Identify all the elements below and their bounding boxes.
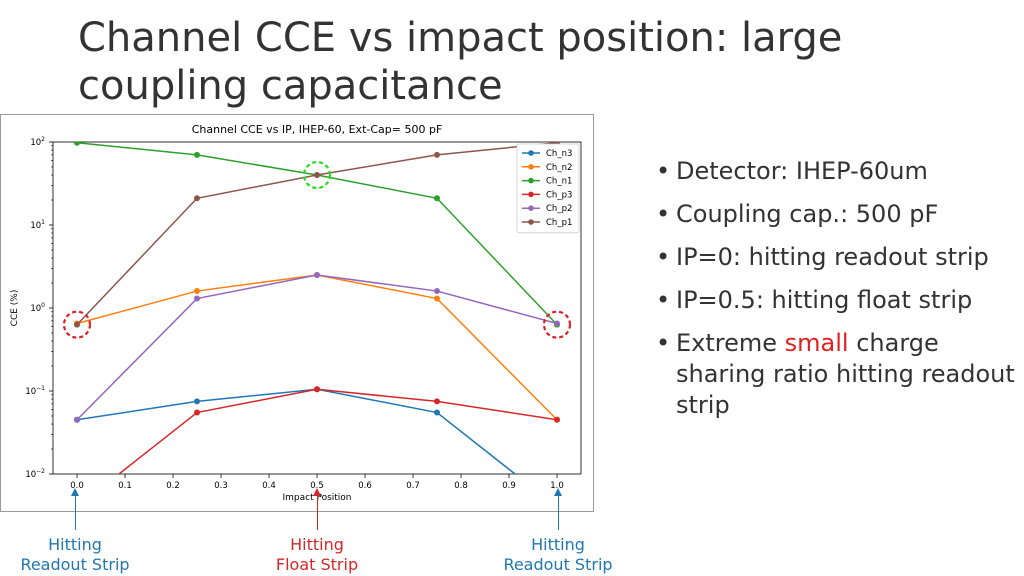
y-tick-label: 10−1	[25, 385, 45, 397]
bullet-ip0: IP=0: hitting readout strip	[656, 242, 1016, 273]
legend-label: Ch_n1	[546, 177, 572, 187]
data-point-Ch_p2	[554, 320, 560, 327]
data-point-Ch_p2	[194, 295, 200, 302]
legend-marker	[528, 191, 534, 198]
data-point-Ch_n1	[194, 151, 200, 158]
data-point-Ch_p2	[314, 271, 320, 278]
label-readout-right: Hitting Readout Strip	[503, 535, 613, 574]
arrow-middle	[317, 494, 318, 530]
slide-title-line1: Channel CCE vs impact position: large	[78, 15, 843, 61]
arrowhead-left	[71, 488, 79, 496]
data-point-Ch_p1	[434, 151, 440, 158]
highlight-circle	[302, 160, 332, 190]
y-axis-label: CCE (%)	[10, 290, 20, 327]
data-point-Ch_n1	[434, 195, 440, 202]
legend-marker	[528, 219, 534, 225]
series-group	[74, 142, 560, 510]
y-tick-label: 10−2	[25, 468, 45, 480]
data-point-Ch_p2	[74, 416, 80, 423]
series-line-Ch_p1	[76, 142, 558, 326]
legend-label: Ch_n3	[546, 149, 572, 159]
bullet-detector: Detector: IHEP-60um	[656, 156, 1016, 187]
arrow-right	[558, 494, 559, 530]
x-tick-label: 0.4	[262, 481, 276, 491]
x-tick-label: 0.2	[166, 481, 180, 491]
chart-title: Channel CCE vs IP, IHEP-60, Ext-Cap= 500…	[192, 123, 443, 136]
slide-title: Channel CCE vs impact position: large co…	[78, 14, 978, 110]
x-tick-label: 0.1	[118, 481, 132, 491]
data-point-Ch_p3	[314, 386, 320, 393]
bullet-list: Detector: IHEP-60um Coupling cap.: 500 p…	[656, 156, 1016, 433]
label-float-middle: Hitting Float Strip	[275, 535, 359, 574]
data-point-Ch_p1	[194, 195, 200, 202]
x-tick-label: 0.0	[70, 481, 84, 491]
arrow-left	[75, 494, 76, 530]
x-tick-label: 0.7	[406, 481, 420, 491]
y-tick-label: 101	[30, 219, 45, 231]
legend-label: Ch_p1	[546, 218, 572, 228]
x-tick-label: 0.5	[310, 481, 324, 491]
y-tick-label: 102	[30, 136, 45, 148]
x-tick-label: 0.8	[454, 481, 468, 491]
chart-frame: Channel CCE vs IP, IHEP-60, Ext-Cap= 500…	[0, 114, 594, 512]
arrowhead-middle	[313, 488, 321, 496]
label-readout-left: Hitting Readout Strip	[20, 535, 130, 574]
data-point-Ch_p1	[74, 321, 80, 328]
data-point-Ch_n3	[434, 409, 440, 416]
data-point-Ch_p2	[434, 288, 440, 295]
data-point-Ch_n1	[74, 142, 80, 146]
data-point-Ch_p3	[434, 398, 440, 405]
highlight-word: small	[784, 329, 849, 357]
data-point-Ch_p1	[314, 172, 320, 179]
data-point-Ch_p3	[194, 409, 200, 416]
arrowhead-right	[554, 488, 562, 496]
x-tick-label: 0.9	[502, 481, 516, 491]
data-point-Ch_n2	[194, 288, 200, 295]
x-tick-label: 0.3	[214, 481, 228, 491]
legend-label: Ch_p3	[546, 190, 572, 200]
legend-marker	[528, 150, 534, 156]
legend-label: Ch_p2	[546, 204, 572, 214]
data-point-Ch_p3	[554, 416, 560, 423]
y-tick-label: 100	[30, 302, 45, 314]
data-point-Ch_n2	[434, 295, 440, 302]
legend-marker	[528, 164, 534, 170]
bullet-coupling: Coupling cap.: 500 pF	[656, 199, 1016, 230]
x-tick-label: 1.0	[550, 481, 564, 491]
slide-title-line2: coupling capacitance	[78, 63, 503, 109]
cce-line-chart: Channel CCE vs IP, IHEP-60, Ext-Cap= 500…	[10, 123, 582, 510]
legend-marker	[528, 177, 534, 184]
data-point-Ch_n3	[554, 504, 560, 510]
data-point-Ch_n3	[194, 398, 200, 405]
x-tick-label: 0.6	[358, 481, 372, 491]
bullet-extreme: Extreme small charge sharing ratio hitti…	[656, 328, 1016, 421]
series-line-Ch_n1	[76, 142, 558, 326]
legend-marker	[528, 205, 534, 211]
legend-label: Ch_n2	[546, 163, 572, 173]
bullet-ip05: IP=0.5: hitting float strip	[656, 285, 1016, 316]
